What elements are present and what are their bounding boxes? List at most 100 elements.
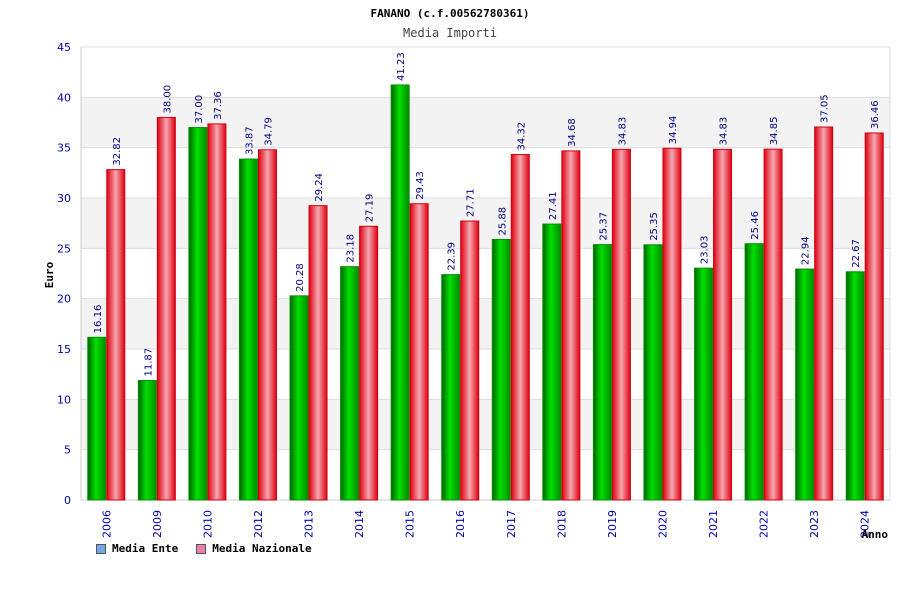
bar-media-nazionale	[510, 154, 530, 501]
legend-swatch-media-ente	[96, 543, 106, 554]
bar-media-ente	[744, 243, 764, 501]
bar-value-label: 34.68	[567, 118, 578, 147]
bar-value-label: 27.19	[365, 194, 376, 223]
bar-value-label: 25.35	[649, 212, 660, 241]
bar-labels-group: 16.16 32.82 11.87 38.00 37.00 37.36 33.87 34.79…	[93, 52, 881, 376]
bar-value-label: 32.82	[112, 137, 123, 166]
bar-media-nazionale	[359, 225, 379, 501]
x-tick-label: 2017	[505, 510, 518, 538]
grid-band	[81, 47, 890, 98]
bar-value-label: 20.28	[295, 263, 306, 292]
bar-media-ente	[188, 127, 208, 501]
y-tick-label: 5	[64, 444, 71, 457]
x-tick-label: 2020	[656, 510, 669, 538]
bar-media-ente	[87, 336, 107, 501]
bar-value-label: 27.71	[466, 188, 477, 217]
bar-media-ente	[542, 223, 562, 501]
bar-value-label: 34.83	[719, 117, 730, 146]
bar-media-nazionale	[561, 150, 581, 501]
legend-item-media-nazionale: Media Nazionale	[196, 542, 312, 555]
x-tick-label: 2018	[555, 510, 568, 538]
bar-media-ente	[340, 266, 360, 501]
bar-media-ente	[795, 268, 815, 501]
bar-media-nazionale	[611, 148, 631, 501]
y-tick-label: 20	[57, 293, 71, 306]
legend-item-media-ente: Media Ente	[96, 542, 178, 555]
bar-value-label: 25.37	[598, 212, 609, 241]
bar-media-ente	[643, 244, 663, 501]
y-tick-label: 35	[57, 142, 71, 155]
bar-media-ente	[592, 244, 612, 501]
x-tick-label: 2006	[100, 510, 113, 538]
bar-media-ente	[491, 238, 511, 501]
bar-media-nazionale	[308, 205, 328, 501]
y-tick-label: 25	[57, 242, 71, 255]
y-tick-label: 15	[57, 343, 71, 356]
bar-media-nazionale	[713, 148, 733, 501]
bar-value-label: 25.88	[497, 207, 508, 236]
bar-value-label: 29.43	[415, 171, 426, 200]
x-tick-label: 2021	[707, 510, 720, 538]
bar-media-nazionale	[814, 126, 834, 501]
bar-value-label: 33.87	[244, 126, 255, 155]
x-tick-label: 2024	[859, 510, 872, 538]
bar-media-ente	[289, 295, 309, 501]
legend: Media Ente Media Nazionale	[96, 542, 312, 555]
x-tick-labels: 2006 2009 2010 2012 2013 2014 2015 2016 2017 2018…	[100, 510, 871, 538]
bar-value-label: 34.32	[516, 122, 527, 151]
y-tick-label: 10	[57, 393, 71, 406]
bar-value-label: 22.39	[447, 242, 458, 271]
x-tick-label: 2010	[201, 510, 214, 538]
bar-value-label: 37.36	[213, 91, 224, 120]
bar-value-label: 16.16	[93, 305, 104, 334]
bar-value-label: 34.83	[617, 117, 628, 146]
legend-swatch-media-nazionale	[196, 543, 207, 554]
bar-media-ente	[694, 267, 714, 501]
y-tick-label: 0	[64, 494, 71, 507]
bar-media-nazionale	[409, 203, 429, 501]
bar-media-ente	[137, 380, 157, 501]
bar-media-nazionale	[662, 147, 682, 501]
x-tick-label: 2019	[606, 510, 619, 538]
legend-label-media-ente: Media Ente	[112, 542, 179, 555]
x-tick-label: 2023	[808, 510, 821, 538]
bar-media-nazionale	[864, 132, 884, 501]
legend-label-media-nazionale: Media Nazionale	[212, 542, 312, 555]
bar-media-nazionale	[207, 123, 227, 501]
chart-subtitle: Media Importi	[403, 26, 497, 40]
bar-value-label: 34.79	[263, 117, 274, 146]
chart-title: FANANO (c.f.00562780361)	[371, 7, 530, 20]
x-tick-label: 2014	[353, 510, 366, 538]
bar-value-label: 37.05	[820, 94, 831, 123]
bar-media-nazionale	[763, 148, 783, 501]
bar-media-ente	[845, 271, 865, 501]
bar-media-ente	[390, 84, 410, 501]
x-tick-label: 2013	[303, 510, 316, 538]
bar-value-label: 23.18	[346, 234, 357, 263]
bar-value-label: 27.41	[548, 191, 559, 220]
x-tick-label: 2009	[151, 510, 164, 538]
bar-value-label: 38.00	[162, 85, 173, 114]
bar-media-nazionale	[156, 116, 176, 501]
bar-value-label: 29.24	[314, 173, 325, 202]
bar-media-nazionale	[460, 220, 480, 501]
x-tick-label: 2012	[252, 510, 265, 538]
y-tick-label: 45	[57, 41, 71, 54]
x-axis-label: Anno	[862, 528, 889, 541]
bar-value-label: 22.67	[851, 239, 862, 268]
x-tick-label: 2022	[758, 510, 771, 538]
x-tick-label: 2015	[404, 510, 417, 538]
bar-value-label: 22.94	[801, 236, 812, 265]
bar-value-label: 23.03	[700, 236, 711, 265]
bar-media-nazionale	[106, 169, 126, 501]
bars-group	[87, 84, 884, 501]
bar-media-ente	[441, 274, 461, 501]
bar-value-label: 41.23	[396, 52, 407, 81]
bar-value-label: 34.85	[769, 117, 780, 146]
bar-value-label: 37.00	[194, 95, 205, 124]
bar-value-label: 34.94	[668, 116, 679, 145]
y-axis-label: Euro	[43, 261, 56, 288]
y-tick-label: 30	[57, 192, 71, 205]
bar-media-ente	[238, 158, 258, 501]
